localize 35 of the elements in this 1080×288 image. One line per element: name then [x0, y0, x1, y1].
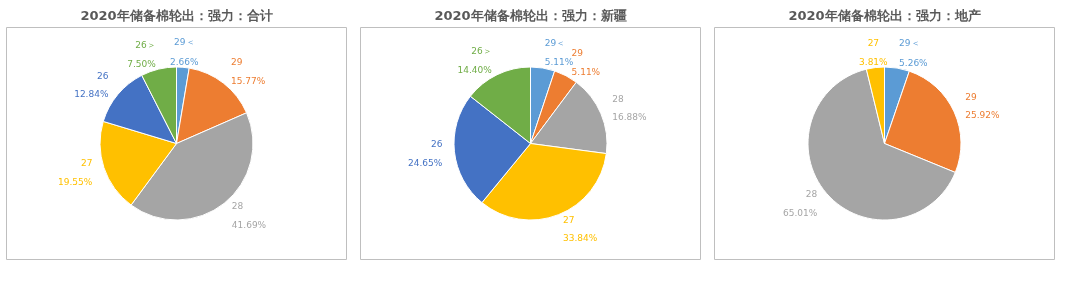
chart-title: 2020年储备棉轮出：强力：地产 — [788, 7, 981, 23]
data-label: 5.11% — [571, 66, 601, 77]
data-label: 33.84% — [563, 233, 598, 244]
slice-label: 26＞ — [471, 46, 492, 57]
data-label: 7.50% — [127, 58, 157, 69]
data-label: 2.66% — [169, 56, 200, 67]
slice-label: 29＜ — [544, 38, 566, 49]
slice-label: 26 — [97, 70, 109, 81]
slice-label: 26 — [430, 139, 443, 150]
slice-label: 28 — [805, 189, 818, 200]
data-label: 19.55% — [58, 177, 93, 188]
slice-label: 29＜ — [899, 38, 920, 49]
slice-label: 28 — [231, 201, 244, 212]
data-label: 12.84% — [74, 89, 109, 100]
slice-label: 27 — [80, 158, 93, 169]
data-label: 5.26% — [899, 57, 929, 68]
data-label: 16.88% — [612, 112, 647, 123]
slice-label: 29 — [965, 91, 977, 102]
slice-label: 27 — [563, 214, 575, 225]
data-label: 65.01% — [783, 207, 818, 218]
chart-title: 2020年储备棉轮出：强力：新疆 — [434, 7, 627, 23]
slice-label: 29 — [571, 48, 584, 59]
data-label: 3.81% — [859, 56, 889, 67]
chart-title: 2020年储备棉轮出：强力：合计 — [80, 7, 273, 23]
slice-label: 26＞ — [135, 39, 156, 50]
data-label: 5.11% — [544, 57, 574, 68]
slice-label: 29 — [231, 57, 243, 68]
data-label: 25.92% — [965, 110, 1000, 121]
data-label: 24.65% — [408, 158, 443, 169]
slice-label: 27 — [867, 38, 880, 49]
slice-label: 28 — [612, 93, 624, 104]
slice-label: 29＜ — [174, 37, 195, 48]
data-label: 41.69% — [231, 219, 267, 230]
data-label: 15.77% — [231, 75, 266, 86]
data-label: 14.40% — [457, 65, 493, 76]
